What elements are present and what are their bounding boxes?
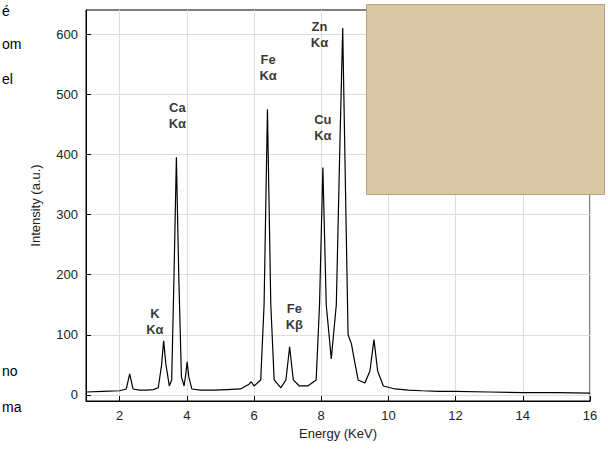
- svg-text:Ca: Ca: [169, 100, 186, 115]
- svg-text:400: 400: [56, 147, 78, 162]
- svg-text:0: 0: [71, 387, 78, 402]
- svg-text:8: 8: [318, 408, 325, 423]
- svg-text:Cu: Cu: [314, 112, 331, 127]
- svg-text:16: 16: [583, 408, 597, 423]
- svg-text:500: 500: [56, 87, 78, 102]
- svg-text:14: 14: [516, 408, 530, 423]
- svg-text:Fe: Fe: [261, 52, 276, 67]
- svg-text:no: no: [2, 363, 18, 379]
- svg-text:el: el: [2, 71, 13, 87]
- svg-text:2: 2: [116, 408, 123, 423]
- svg-text:Kα: Kα: [314, 128, 331, 143]
- svg-text:10: 10: [381, 408, 395, 423]
- svg-text:ma: ma: [2, 399, 22, 415]
- svg-text:Kα: Kα: [259, 68, 276, 83]
- svg-text:Kα: Kα: [146, 322, 163, 337]
- svg-text:100: 100: [56, 327, 78, 342]
- svg-text:Kβ: Kβ: [286, 317, 303, 332]
- svg-text:200: 200: [56, 267, 78, 282]
- svg-text:300: 300: [56, 207, 78, 222]
- svg-text:Kα: Kα: [311, 35, 328, 50]
- svg-text:600: 600: [56, 27, 78, 42]
- svg-text:Zn: Zn: [312, 19, 328, 34]
- svg-text:4: 4: [183, 408, 190, 423]
- svg-text:K: K: [150, 306, 160, 321]
- svg-text:6: 6: [250, 408, 257, 423]
- svg-text:Fe: Fe: [287, 301, 302, 316]
- svg-text:Intensity (a.u.): Intensity (a.u.): [28, 164, 43, 246]
- svg-text:om: om: [2, 36, 21, 52]
- svg-text:12: 12: [448, 408, 462, 423]
- svg-text:Energy (KeV): Energy (KeV): [299, 426, 377, 441]
- svg-text:é: é: [2, 3, 10, 19]
- svg-text:Kα: Kα: [169, 116, 186, 131]
